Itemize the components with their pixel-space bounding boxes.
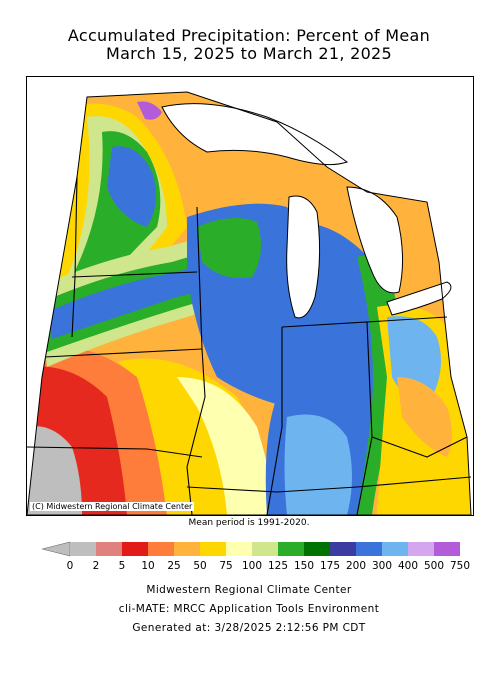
legend-swatch — [226, 542, 252, 556]
legend-swatch — [356, 542, 382, 556]
legend-label: 2 — [92, 560, 100, 572]
legend-label: 300 — [371, 560, 393, 572]
legend-swatch — [200, 542, 226, 556]
legend-swatch — [96, 542, 122, 556]
legend-swatch — [330, 542, 356, 556]
mean-period-note: Mean period is 1991-2020. — [188, 518, 310, 528]
legend-label: 200 — [345, 560, 367, 572]
legend-label: 10 — [141, 560, 155, 572]
footer-tool: cli-MATE: MRCC Application Tools Environ… — [118, 603, 380, 615]
legend-label: 750 — [449, 560, 471, 572]
legend-swatch — [434, 542, 460, 556]
legend-label: 125 — [267, 560, 289, 572]
legend-swatch — [304, 542, 330, 556]
legend-colorbar — [41, 541, 460, 557]
legend-label: 0 — [66, 560, 74, 572]
region-outline — [27, 91, 472, 515]
lake-huron — [346, 186, 404, 294]
legend-swatch — [252, 542, 278, 556]
legend-arrow — [41, 541, 71, 557]
map-canvas — [27, 91, 472, 515]
legend-label: 5 — [118, 560, 126, 572]
legend-swatch — [408, 542, 434, 556]
precipitation-map — [26, 76, 474, 516]
state-boundaries — [27, 176, 472, 515]
legend-swatch — [278, 542, 304, 556]
footer-generated: Generated at: 3/28/2025 2:12:56 PM CDT — [132, 622, 366, 634]
legend-label: 500 — [423, 560, 445, 572]
legend-label: 100 — [241, 560, 263, 572]
legend-label: 150 — [293, 560, 315, 572]
legend-swatch — [174, 542, 200, 556]
lake-erie — [386, 281, 452, 316]
legend-swatch — [148, 542, 174, 556]
map-date-range: March 15, 2025 to March 21, 2025 — [105, 44, 393, 63]
legend-label: 25 — [167, 560, 181, 572]
legend-label: 75 — [219, 560, 233, 572]
lake-michigan — [286, 195, 321, 319]
footer-org: Midwestern Regional Climate Center — [146, 584, 352, 596]
legend-label: 175 — [319, 560, 341, 572]
legend-swatch — [70, 542, 96, 556]
map-title: Accumulated Precipitation: Percent of Me… — [67, 26, 431, 45]
legend-label: 50 — [193, 560, 207, 572]
map-credit: (C) Midwestern Regional Climate Center — [30, 502, 195, 511]
legend-swatch — [382, 542, 408, 556]
legend-label: 400 — [397, 560, 419, 572]
legend-swatch — [122, 542, 148, 556]
